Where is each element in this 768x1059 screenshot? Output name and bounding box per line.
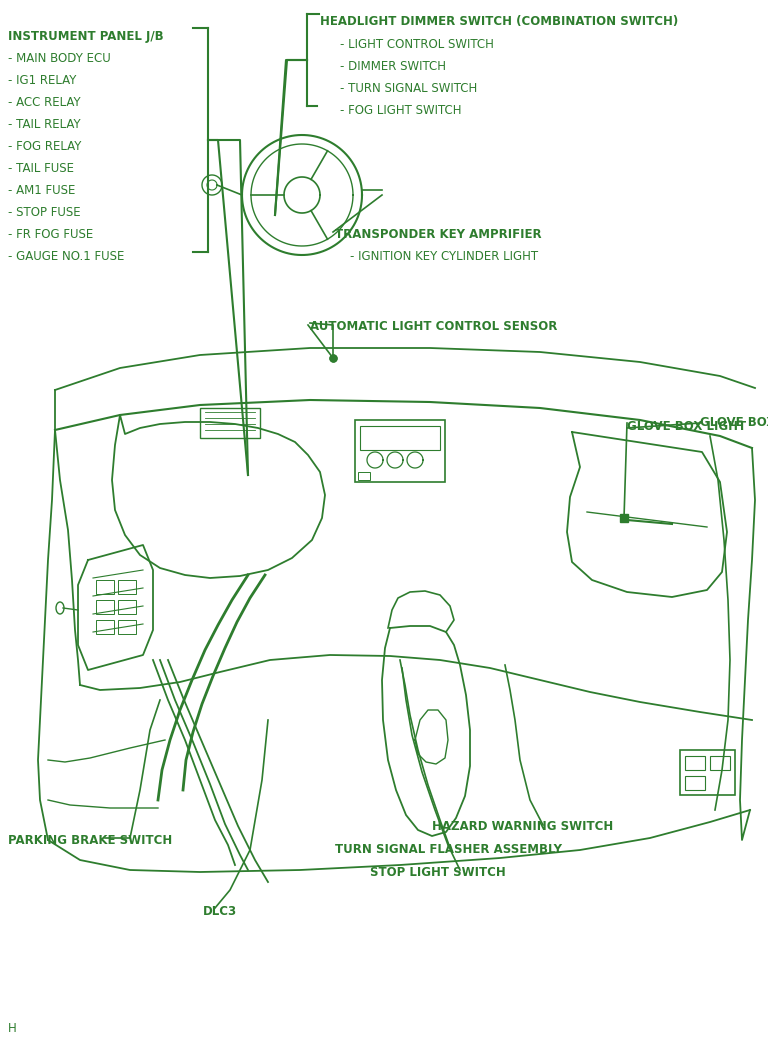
Text: - IGNITION KEY CYLINDER LIGHT: - IGNITION KEY CYLINDER LIGHT: [350, 250, 538, 263]
Bar: [358, 472, 370, 480]
Text: - IG1 RELAY: - IG1 RELAY: [8, 74, 76, 87]
Bar: [96, 620, 114, 634]
Text: INSTRUMENT PANEL J/B: INSTRUMENT PANEL J/B: [8, 30, 164, 43]
Bar: [360, 426, 440, 450]
Bar: [118, 600, 136, 614]
Text: GLOVE BOX LIGHT: GLOVE BOX LIGHT: [700, 416, 768, 429]
Bar: [118, 620, 136, 634]
Text: - ACC RELAY: - ACC RELAY: [8, 96, 81, 109]
Text: - AM1 FUSE: - AM1 FUSE: [8, 184, 75, 197]
Text: - TURN SIGNAL SWITCH: - TURN SIGNAL SWITCH: [340, 82, 477, 95]
Text: - GAUGE NO.1 FUSE: - GAUGE NO.1 FUSE: [8, 250, 124, 263]
Text: DLC3: DLC3: [203, 905, 237, 918]
Text: PARKING BRAKE SWITCH: PARKING BRAKE SWITCH: [8, 834, 172, 847]
Text: - STOP FUSE: - STOP FUSE: [8, 207, 81, 219]
Text: H: H: [8, 1022, 17, 1035]
Bar: [118, 580, 136, 594]
Bar: [200, 408, 260, 438]
Bar: [96, 600, 114, 614]
Text: TURN SIGNAL FLASHER ASSEMBLY: TURN SIGNAL FLASHER ASSEMBLY: [335, 843, 562, 856]
Text: - LIGHT CONTROL SWITCH: - LIGHT CONTROL SWITCH: [340, 38, 494, 51]
Text: AUTOMATIC LIGHT CONTROL SENSOR: AUTOMATIC LIGHT CONTROL SENSOR: [310, 320, 558, 333]
Text: - FOG RELAY: - FOG RELAY: [8, 140, 81, 152]
Text: HAZARD WARNING SWITCH: HAZARD WARNING SWITCH: [432, 820, 614, 833]
Text: - MAIN BODY ECU: - MAIN BODY ECU: [8, 52, 111, 65]
Text: GLOVE BOX LIGHT: GLOVE BOX LIGHT: [627, 420, 746, 433]
Text: - TAIL FUSE: - TAIL FUSE: [8, 162, 74, 175]
Bar: [685, 776, 705, 790]
Bar: [710, 756, 730, 770]
Bar: [96, 580, 114, 594]
Bar: [355, 420, 445, 482]
Text: HEADLIGHT DIMMER SWITCH (COMBINATION SWITCH): HEADLIGHT DIMMER SWITCH (COMBINATION SWI…: [320, 15, 678, 28]
Bar: [680, 750, 735, 795]
Text: - FOG LIGHT SWITCH: - FOG LIGHT SWITCH: [340, 104, 462, 116]
Text: - DIMMER SWITCH: - DIMMER SWITCH: [340, 60, 446, 73]
Text: STOP LIGHT SWITCH: STOP LIGHT SWITCH: [370, 866, 506, 879]
Text: - TAIL RELAY: - TAIL RELAY: [8, 118, 81, 131]
Bar: [685, 756, 705, 770]
Text: - FR FOG FUSE: - FR FOG FUSE: [8, 228, 93, 241]
Text: TRANSPONDER KEY AMPRIFIER: TRANSPONDER KEY AMPRIFIER: [335, 228, 541, 241]
